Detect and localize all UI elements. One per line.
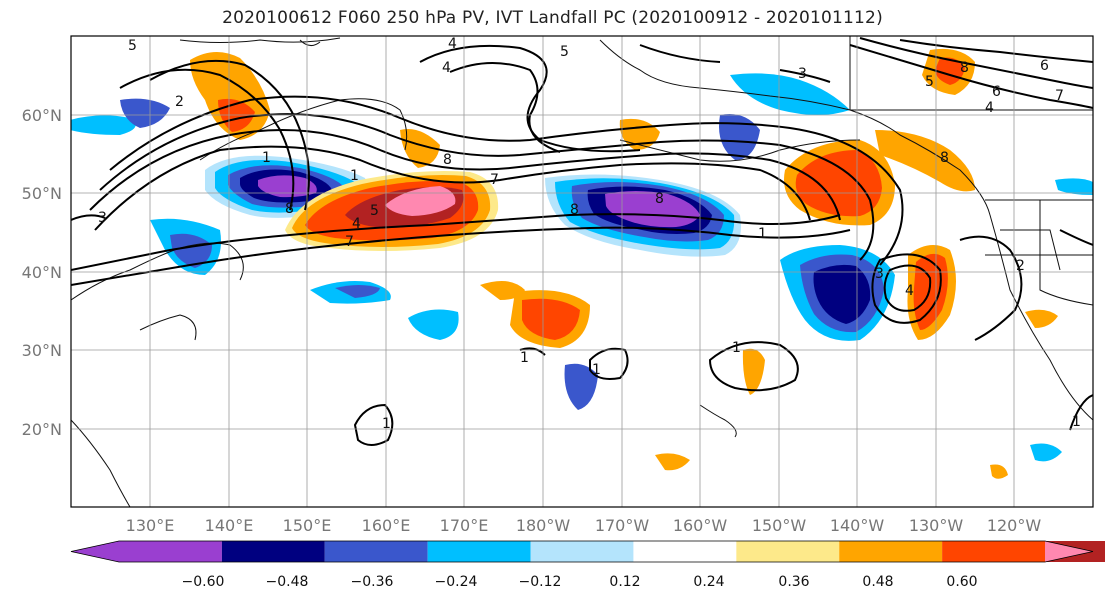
contour-label: 5: [128, 38, 137, 54]
lon-tick-label: 150°E: [283, 516, 332, 535]
map-frame: [70, 35, 1094, 508]
contour-label: 1: [350, 168, 359, 184]
contour-label: 5: [925, 74, 934, 90]
contour-label: 7: [345, 234, 354, 250]
lat-tick-label: 30°N: [22, 341, 62, 360]
colorbar-tick-labels: −0.60 −0.48 −0.36 −0.24 −0.12 0.12 0.24 …: [182, 574, 978, 590]
contour-label: 2: [1016, 258, 1025, 274]
contour-label: 8: [960, 60, 969, 76]
contour-label: 7: [1055, 88, 1064, 104]
colorbar-segment: [839, 541, 943, 562]
colorbar-segment: [736, 541, 840, 562]
colorbar-segment: [942, 541, 1045, 562]
contour-label: 7: [490, 172, 499, 188]
lon-tick-labels: 130°E 140°E 150°E 160°E 170°E 180°W 170°…: [126, 516, 1042, 535]
lon-tick-label: 120°W: [987, 516, 1042, 535]
colorbar-segment: [530, 541, 634, 562]
pv-contours: [71, 37, 1093, 446]
contour-label: 6: [992, 84, 1001, 100]
contour-label: 1: [758, 226, 767, 242]
contour-label: 1: [592, 362, 601, 378]
contour-label: 4: [985, 100, 994, 116]
contour-label: 3: [875, 266, 884, 282]
contour-label: 6: [1040, 58, 1049, 74]
lat-tick-labels: 20°N 30°N 40°N 50°N 60°N: [22, 106, 62, 439]
coastlines: [71, 36, 1093, 507]
contour-label: 4: [448, 36, 457, 52]
contour-label: 4: [905, 283, 914, 299]
colorbar-tick-label: −0.12: [519, 574, 562, 590]
colorbar-segment: [1045, 541, 1093, 562]
lat-tick-label: 40°N: [22, 263, 62, 282]
colorbar-tick-label: 0.48: [862, 574, 893, 590]
contour-label: 8: [940, 150, 949, 166]
colorbar-outline: [70, 540, 1094, 563]
colorbar-segment: [221, 541, 325, 562]
lat-tick-label: 60°N: [22, 106, 62, 125]
contour-label: 3: [798, 66, 807, 82]
contour-label: 1: [1072, 414, 1081, 430]
colorbar-segment: [71, 541, 222, 562]
contour-label: 1: [382, 416, 391, 432]
contour-label: 4: [442, 60, 451, 76]
lat-tick-label: 50°N: [22, 184, 62, 203]
lon-tick-label: 160°E: [362, 516, 411, 535]
colorbar-segment: [427, 541, 531, 562]
graticule: [71, 36, 1093, 507]
lon-tick-label: 160°W: [673, 516, 728, 535]
contour-label: 4: [352, 216, 361, 232]
contour-label: 1: [262, 150, 271, 166]
lon-tick-label: 140°E: [205, 516, 254, 535]
contour-label: 5: [370, 203, 379, 219]
contour-label: 1: [732, 340, 741, 356]
colorbar-segment: [324, 541, 428, 562]
colorbar-tick-label: 0.60: [946, 574, 977, 590]
lat-tick-label: 20°N: [22, 420, 62, 439]
colorbar-tick-label: −0.24: [435, 574, 478, 590]
contour-label: 8: [655, 191, 664, 207]
contour-label: 8: [570, 202, 579, 218]
lon-tick-label: 180°W: [516, 516, 571, 535]
lon-tick-label: 170°W: [595, 516, 650, 535]
contour-label: 8: [443, 152, 452, 168]
map-title: 2020100612 F060 250 hPa PV, IVT Landfall…: [222, 8, 883, 28]
lon-tick-label: 130°W: [909, 516, 964, 535]
contour-label: 2: [175, 94, 184, 110]
contour-label: 1: [520, 350, 529, 366]
colorbar-tick-label: 0.12: [609, 574, 640, 590]
colorbar-tick-label: 0.36: [778, 574, 809, 590]
contour-label: 8: [285, 201, 294, 217]
colorbar-tick-label: −0.60: [182, 574, 225, 590]
contour-label: 5: [560, 44, 569, 60]
lon-tick-label: 170°E: [440, 516, 489, 535]
colorbar-tick-label: −0.36: [351, 574, 394, 590]
colorbar-tick-label: 0.24: [693, 574, 724, 590]
colorbar-segment: [633, 541, 737, 562]
contour-labels: 5 4 5 4 3 2 1 1 8 8 7 7 8 8 1 3 8 4 5 6 …: [98, 36, 1081, 432]
lon-tick-label: 150°W: [752, 516, 807, 535]
colorbar-tick-label: −0.48: [266, 574, 309, 590]
colorbar-segments: [70, 540, 1105, 563]
contour-label: 3: [98, 210, 107, 226]
lon-tick-label: 130°E: [126, 516, 175, 535]
lon-tick-label: 140°W: [830, 516, 885, 535]
